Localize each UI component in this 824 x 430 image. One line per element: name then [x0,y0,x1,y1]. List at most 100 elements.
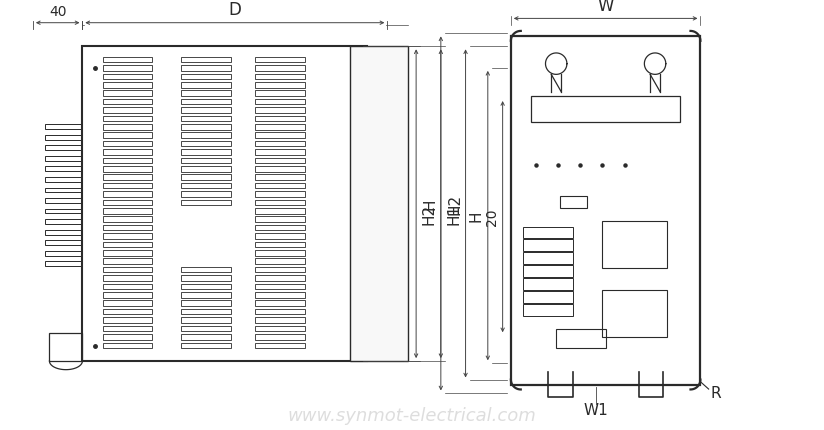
Bar [181,200,231,206]
Bar [531,97,680,123]
Bar [103,58,152,63]
Bar [181,292,231,298]
Bar [181,83,231,89]
Bar [255,242,305,248]
Bar [602,290,667,338]
Bar [181,91,231,97]
Bar [103,326,152,332]
Text: W1: W1 [583,402,608,417]
Bar [523,227,573,239]
Bar [255,58,305,63]
Bar [255,301,305,306]
Bar [255,117,305,122]
Bar [45,199,82,203]
Bar [103,83,152,89]
Bar [255,183,305,189]
Bar [255,217,305,222]
Bar [255,225,305,231]
Bar [255,326,305,332]
Bar [255,233,305,239]
Bar [103,259,152,264]
Bar [103,74,152,80]
Text: H: H [423,199,438,210]
Bar [255,276,305,281]
Text: H2: H2 [422,203,437,224]
Bar [103,91,152,97]
Bar [103,284,152,290]
Bar [103,317,152,323]
Bar [350,47,408,361]
Bar [556,329,606,348]
Bar [103,217,152,222]
Bar [82,47,367,361]
Bar [181,66,231,72]
Bar [181,108,231,114]
Bar [103,276,152,281]
Bar [103,301,152,306]
Text: 40: 40 [49,6,67,19]
Bar [523,279,573,290]
Bar [181,317,231,323]
Bar [45,251,82,256]
Bar [255,150,305,156]
Bar [103,250,152,256]
Bar [255,250,305,256]
Bar [255,100,305,105]
Bar [103,133,152,139]
Bar [45,230,82,235]
Bar [103,175,152,181]
Bar [45,157,82,161]
Text: 20: 20 [485,209,499,226]
Bar [45,167,82,172]
Bar [181,158,231,164]
Bar [255,317,305,323]
Bar [255,259,305,264]
Text: W: W [597,0,614,15]
Bar [523,266,573,277]
Bar [103,66,152,72]
Bar [103,117,152,122]
Bar [181,343,231,348]
Bar [255,167,305,172]
Bar [45,209,82,214]
Bar [255,209,305,214]
Bar [255,83,305,89]
Bar [255,335,305,340]
Bar [45,262,82,267]
Bar [255,66,305,72]
Bar [103,309,152,315]
Bar [103,141,152,147]
Bar [103,292,152,298]
Bar [103,200,152,206]
Bar [103,233,152,239]
Bar [103,343,152,348]
Bar [103,150,152,156]
Bar [523,304,573,316]
Bar [45,188,82,193]
Bar [181,335,231,340]
Bar [181,183,231,189]
Bar [255,284,305,290]
Bar [181,326,231,332]
Bar [181,58,231,63]
Bar [45,135,82,140]
Bar [255,91,305,97]
Bar [181,150,231,156]
Bar [255,267,305,273]
Bar [49,333,82,361]
Bar [255,125,305,130]
Bar [45,125,82,129]
Bar [255,200,305,206]
Bar [255,141,305,147]
Bar [103,158,152,164]
Bar [103,335,152,340]
Bar [181,125,231,130]
Bar [523,253,573,264]
Text: D: D [228,1,241,19]
Bar [560,197,587,209]
Bar [255,158,305,164]
Bar [45,146,82,151]
Bar [103,125,152,130]
Bar [103,192,152,197]
Bar [255,292,305,298]
